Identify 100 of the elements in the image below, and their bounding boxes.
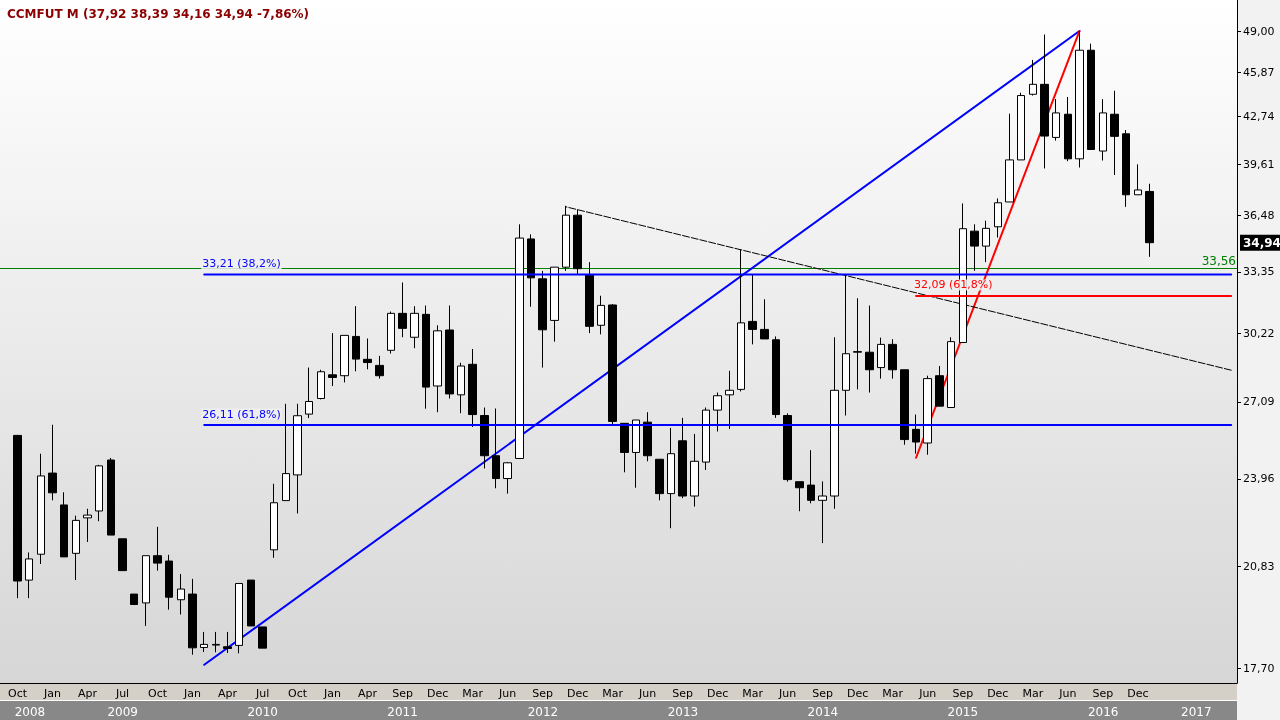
series-label: 26,11 (61,8%) <box>202 407 281 421</box>
candlestick <box>655 458 664 501</box>
candlestick <box>900 369 909 446</box>
candlestick <box>970 223 979 272</box>
candlestick <box>235 582 243 654</box>
candlestick <box>935 365 944 407</box>
candlestick <box>130 593 138 606</box>
x-tick-label: Dec <box>847 687 869 700</box>
y-tick-label: 33,35 <box>1243 265 1275 279</box>
candlestick <box>912 414 920 455</box>
x-tick-label: Apr <box>218 687 238 700</box>
x-tick-label: Sep <box>392 687 413 700</box>
y-tick-label: 23,96 <box>1243 472 1275 486</box>
candlestick <box>328 332 337 387</box>
y-tick-label: 45,87 <box>1243 65 1275 79</box>
series-label: 32,09 (61,8%) <box>914 278 993 292</box>
candlestick <box>363 338 372 370</box>
y-tick-label: 36,48 <box>1243 209 1275 223</box>
candlestick <box>468 348 477 428</box>
candlestick <box>118 538 127 572</box>
candlestick <box>982 220 990 263</box>
candlestick <box>352 305 360 372</box>
candlestick <box>107 457 115 536</box>
candlestick <box>83 508 92 543</box>
x-tick-label: Jun <box>918 687 937 700</box>
candlestick <box>865 305 874 394</box>
y-tick-label: 49,00 <box>1243 24 1275 38</box>
x-tick-label: Jul <box>114 687 130 700</box>
x-tick-label: Sep <box>1092 687 1114 700</box>
candlestick <box>538 270 547 369</box>
candlestick <box>795 481 804 512</box>
x2-tick-label: 2017 <box>1181 705 1212 719</box>
x2-tick-label: 2012 <box>527 705 559 719</box>
candlestick <box>830 336 839 510</box>
candlestick <box>433 324 442 413</box>
candlestick <box>258 626 267 649</box>
candlestick <box>748 274 757 345</box>
candlestick <box>690 433 699 508</box>
candlestick <box>13 434 22 599</box>
x-tick-label: Jun <box>1058 687 1077 700</box>
candlestick <box>457 362 465 414</box>
candlestick <box>398 281 407 338</box>
candlestick <box>678 417 687 499</box>
candlestick <box>807 449 815 504</box>
candlestick <box>667 427 675 529</box>
candlestick <box>947 336 955 409</box>
y-tick-label: 20,83 <box>1243 559 1275 573</box>
series-label: 33,21 (38,2%) <box>202 256 281 270</box>
candlestick <box>212 631 220 653</box>
x-tick-label: Sep <box>952 687 974 700</box>
candlestick <box>165 554 173 611</box>
x-tick-label: Oct <box>148 687 168 700</box>
candlestick <box>725 370 734 430</box>
candlestick <box>1087 43 1095 150</box>
x-tick-label: Dec <box>1127 687 1149 700</box>
candlestick <box>480 407 489 469</box>
x-tick-label: Jan <box>43 687 62 700</box>
candlestick <box>1122 129 1130 208</box>
candlestick <box>72 515 80 581</box>
x-tick-label: Sep <box>532 687 554 700</box>
x-tick-label: Oct <box>7 687 28 700</box>
candlestick <box>247 579 255 627</box>
x-tick-label: Dec <box>707 687 729 700</box>
candlestick <box>702 407 710 471</box>
candlestick <box>177 573 185 615</box>
candlestick <box>1145 183 1154 258</box>
candlestick <box>188 578 197 656</box>
candlestick <box>340 334 349 383</box>
y-tick-label: 27,09 <box>1243 395 1275 409</box>
candlestick <box>573 209 582 275</box>
candlestick <box>305 367 313 419</box>
candlestick <box>270 483 278 559</box>
x-tick-label: Dec <box>426 687 449 700</box>
candlestick <box>923 375 932 456</box>
candlestick <box>1052 98 1060 142</box>
x-tick-label: Jun <box>778 687 797 700</box>
y-tick-label: 30,22 <box>1243 327 1275 341</box>
text: CCMFUT M (37,92 38,39 34,16 34,94 -7,86%) <box>7 7 310 21</box>
candlestick <box>550 266 559 343</box>
candlestick <box>375 355 384 380</box>
candlestick <box>37 453 45 565</box>
candlestick <box>95 464 103 522</box>
candlestick <box>25 551 33 599</box>
y-tick-label: 42,74 <box>1243 110 1275 124</box>
annotation: 34,94 <box>1243 235 1280 250</box>
candlestick <box>1110 90 1119 176</box>
x2-tick-label: 2014 <box>807 705 839 719</box>
x2-tick-label: 2015 <box>947 705 979 719</box>
candlestick <box>1134 163 1142 196</box>
x-tick-label: Jun <box>638 687 657 700</box>
candlestick <box>1005 113 1014 203</box>
x-tick-label: Mar <box>1022 687 1044 700</box>
y-tick-label: 39,61 <box>1243 157 1275 171</box>
candlestick <box>410 305 419 349</box>
x2-tick-label: 2010 <box>247 705 278 719</box>
candlestick <box>142 555 150 627</box>
candlestick <box>515 223 524 459</box>
candlestick <box>632 419 640 489</box>
ref-line-label: 33,56 <box>1201 253 1236 268</box>
candlestick <box>48 424 57 501</box>
